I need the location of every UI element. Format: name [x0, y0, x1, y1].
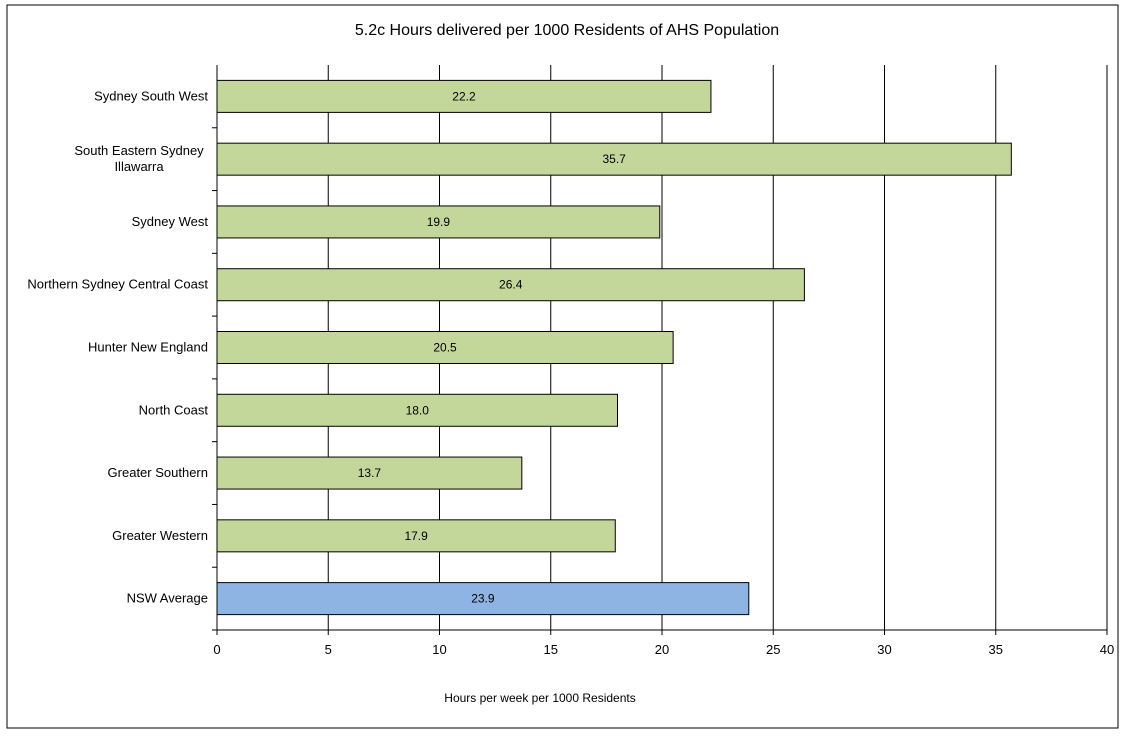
bar-value-label: 18.0 [406, 403, 430, 417]
category-label: Sydney South West [94, 88, 208, 103]
category-label: South Eastern Sydney [74, 143, 204, 158]
x-tick-label: 40 [1100, 642, 1114, 657]
bar-3 [216, 268, 805, 302]
bar-value-label: 19.9 [427, 215, 451, 229]
bars: 22.2 35.7 19.9 26.4 20.5 18.0 13.7 17.9 23.9 [216, 79, 1012, 616]
category-label: Greater Southern [108, 465, 208, 480]
bar-value-label: 22.2 [452, 89, 476, 103]
bar-value-label: 35.7 [602, 152, 626, 166]
bar-value-label: 17.9 [404, 529, 428, 543]
bar-value-label: 13.7 [358, 466, 382, 480]
category-label: Hunter New England [88, 340, 208, 355]
x-tick-label: 15 [544, 642, 558, 657]
x-tick-label: 0 [213, 642, 220, 657]
x-tick-label: 25 [766, 642, 780, 657]
x-tick-label: 30 [877, 642, 891, 657]
bar-4 [216, 331, 674, 364]
bar-6 [216, 456, 523, 490]
bar-1 [216, 142, 1012, 176]
x-tick-label: 35 [989, 642, 1003, 657]
bar-5 [216, 393, 618, 427]
chart-title: 5.2c Hours delivered per 1000 Residents … [355, 22, 779, 39]
category-label: Sydney West [132, 214, 209, 229]
x-tick-label: 20 [655, 642, 669, 657]
category-label: Northern Sydney Central Coast [27, 277, 208, 292]
x-tick-label: 10 [432, 642, 446, 657]
bar-0 [216, 79, 712, 113]
bar-value-label: 20.5 [433, 341, 457, 355]
x-tick-label: 5 [325, 642, 332, 657]
chart-frame [6, 4, 1119, 729]
category-label: Greater Western [112, 528, 208, 543]
x-tick-labels: 0 5 10 15 20 25 30 35 40 [213, 642, 1114, 657]
bar-value-label: 23.9 [471, 592, 495, 606]
category-label: Illawarra [114, 159, 164, 174]
category-label: NSW Average [127, 591, 208, 606]
x-axis-label: Hours per week per 1000 Residents [444, 691, 635, 705]
bar-value-label: 26.4 [499, 278, 523, 292]
category-label: North Coast [139, 402, 209, 417]
bar-8 [216, 582, 750, 616]
category-labels: Sydney South West South Eastern SydneyIll… [27, 88, 208, 605]
bar-7 [216, 519, 616, 553]
bar-2 [216, 205, 661, 239]
